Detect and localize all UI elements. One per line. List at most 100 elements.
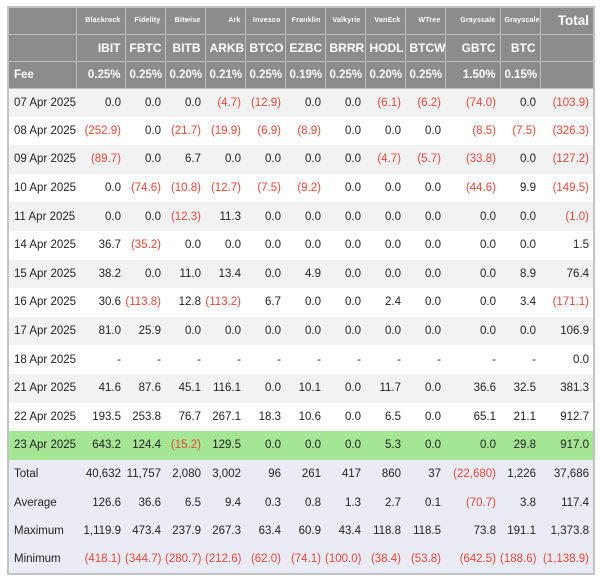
flow-value-cell: (44.6) (465, 182, 496, 195)
summary-value-cell: 417 (341, 468, 361, 481)
flow-value-cell: 0.0 (345, 325, 361, 338)
flow-value-cell: (1.0) (565, 210, 589, 223)
summary-value-cell: 6.5 (185, 496, 201, 509)
summary-value-cell: 40,632 (85, 468, 121, 481)
flow-value-cell: 0.0 (345, 439, 361, 452)
summary-row: Total 40,632 11,757 2,080 3,002 96 261 417 860 37… (8, 459, 594, 489)
date-cell: 08 Apr 2025 (14, 124, 76, 137)
flow-value-cell: 0.0 (265, 153, 281, 166)
flow-value-cell: - (277, 353, 281, 366)
flow-value-cell: 0.0 (305, 239, 321, 252)
flow-value-cell: 643.2 (92, 439, 121, 452)
flow-value-cell: 38.2 (98, 267, 121, 280)
fee-value: 0.25% (244, 60, 286, 89)
flow-value-cell: 10.1 (298, 382, 321, 395)
fund-name-header: Grayscale (444, 6, 501, 35)
fund-name-header: Franklin (284, 6, 326, 35)
summary-label-cell: Minimum (14, 553, 61, 566)
date-cell: 14 Apr 2025 (14, 239, 76, 252)
summary-value-cell: 261 (301, 468, 321, 481)
date-cell: 10 Apr 2025 (14, 182, 76, 195)
summary-value-cell: (100.0) (325, 553, 362, 566)
flow-value-cell: - (237, 353, 241, 366)
flow-value-cell: (7.5) (512, 124, 536, 137)
summary-value-cell: 2,080 (172, 468, 201, 481)
flow-value-cell: 0.0 (105, 96, 121, 109)
flow-value-cell: (5.7) (417, 153, 441, 166)
summary-value-cell: 1,373.8 (550, 525, 589, 538)
flow-value-cell: - (197, 353, 201, 366)
summary-value-cell: (280.7) (165, 553, 202, 566)
date-cell: 11 Apr 2025 (14, 210, 76, 223)
flow-value-cell: 0.0 (345, 267, 361, 280)
flow-value-cell: 0.0 (145, 210, 161, 223)
fund-name-row: Blackrock Fidelity Bitwise Ark Invesco Frankl… (7, 6, 595, 35)
flow-value-cell: 381.3 (560, 382, 589, 395)
summary-value-cell: 117.4 (561, 496, 589, 509)
flow-value-cell: 3.4 (520, 296, 536, 309)
fund-name-header: Grayscale (499, 6, 541, 35)
fee-value: 0.19% (284, 60, 326, 89)
flow-value-cell: 0.0 (425, 210, 441, 223)
flow-value-cell: - (157, 353, 161, 366)
date-cell: 22 Apr 2025 (14, 410, 76, 423)
corner-cell (7, 6, 77, 35)
flow-value-cell: 65.1 (473, 410, 496, 423)
flow-value-cell: 0.0 (480, 296, 496, 309)
flow-value-cell: 0.0 (520, 325, 536, 338)
summary-row: Maximum 1,119.9 473.4 237.9 267.3 63.4 60.9 43.… (8, 516, 594, 546)
flow-value-cell: 0.0 (480, 325, 496, 338)
flow-value-cell: 11.3 (219, 210, 241, 223)
fund-ticker-header: GBTC (444, 33, 501, 62)
flow-value-cell: (12.7) (210, 182, 241, 195)
date-row: 18 Apr 2025 - - - - - - - - - - - 0.0 (8, 345, 594, 374)
fund-name-header: VanEck (364, 6, 406, 35)
date-cell: 23 Apr 2025 (14, 439, 76, 452)
summary-value-cell: 237.9 (172, 525, 201, 538)
etf-flows-table: Blackrock Fidelity Bitwise Ark Invesco Frankl… (7, 6, 595, 576)
flow-value-cell: 45.1 (178, 382, 201, 395)
flow-value-cell: 4.9 (305, 267, 321, 280)
flow-value-cell: 1.5 (573, 239, 589, 252)
flow-value-cell: 0.0 (305, 296, 321, 309)
summary-value-cell: (212.6) (205, 553, 242, 566)
flow-value-cell: 12.8 (178, 296, 201, 309)
date-row: 17 Apr 2025 81.0 25.9 0.0 0.0 0.0 0.0 0.0 0.0 0.0… (8, 316, 594, 346)
fund-name-header: Fidelity (124, 6, 166, 35)
flow-value-cell: 912.7 (560, 410, 589, 423)
flow-value-cell: - (437, 353, 441, 366)
flow-value-cell: (4.7) (377, 153, 401, 166)
flow-value-cell: - (357, 353, 361, 366)
flow-value-cell: 0.0 (265, 239, 281, 252)
summary-value-cell: 0.8 (305, 496, 321, 509)
flow-value-cell: 0.0 (145, 153, 161, 166)
summary-value-cell: 36.6 (138, 496, 161, 509)
date-row: 08 Apr 2025 (252.9) 0.0 (21.7) (19.9) (6.9) (8… (8, 116, 594, 146)
date-row: 09 Apr 2025 (89.7) 0.0 6.7 0.0 0.0 0.0 0.0 (4.7)… (8, 145, 594, 174)
flow-value-cell: 0.0 (145, 124, 161, 137)
summary-value-cell: 118.8 (373, 525, 401, 538)
flow-value-cell: (12.3) (170, 210, 201, 223)
summary-value-cell: 3,002 (212, 468, 241, 481)
flow-value-cell: (19.9) (210, 124, 241, 137)
fund-name-header: Invesco (244, 6, 286, 35)
flow-value-cell: 0.0 (345, 239, 361, 252)
flow-value-cell: 116.1 (213, 382, 241, 395)
flow-value-cell: 0.0 (185, 325, 201, 338)
flow-value-cell: 0.0 (425, 182, 441, 195)
flow-value-cell: 0.0 (385, 124, 401, 137)
summary-value-cell: 96 (268, 468, 281, 481)
flow-value-cell: (12.9) (250, 96, 281, 109)
flow-value-cell: 917.0 (560, 439, 589, 452)
flow-value-cell: (74.6) (130, 182, 161, 195)
summary-value-cell: 267.3 (212, 525, 241, 538)
date-cell: 07 Apr 2025 (14, 96, 76, 109)
flow-value-cell: 2.4 (385, 296, 401, 309)
summary-value-cell: (22,680) (453, 468, 496, 481)
fee-value: 0.25% (124, 60, 166, 89)
total-column-header: Total (539, 6, 595, 35)
summary-value-cell: 37 (428, 468, 441, 481)
flow-value-cell: 0.0 (425, 267, 441, 280)
flow-value-cell: 0.0 (480, 210, 496, 223)
